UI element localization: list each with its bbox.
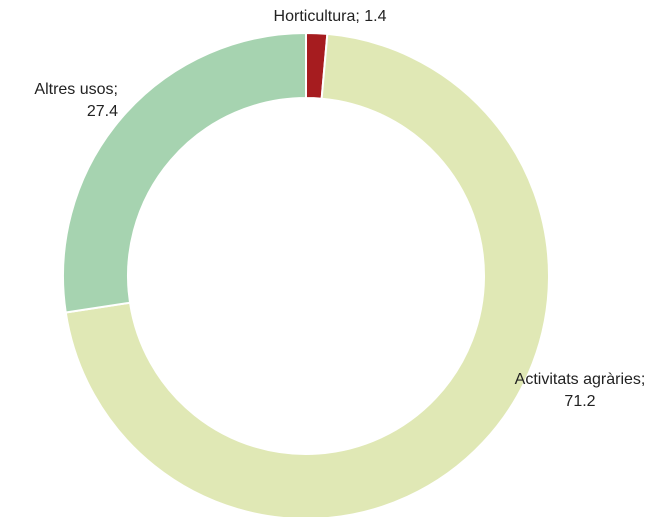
data-label: Horticultura; 1.4	[273, 8, 387, 25]
data-label: Activitats agràries; 71.2	[514, 371, 646, 410]
donut-segment	[62, 31, 307, 314]
donut-segment	[64, 32, 550, 517]
data-label: Altres usos; 27.4	[34, 81, 118, 120]
